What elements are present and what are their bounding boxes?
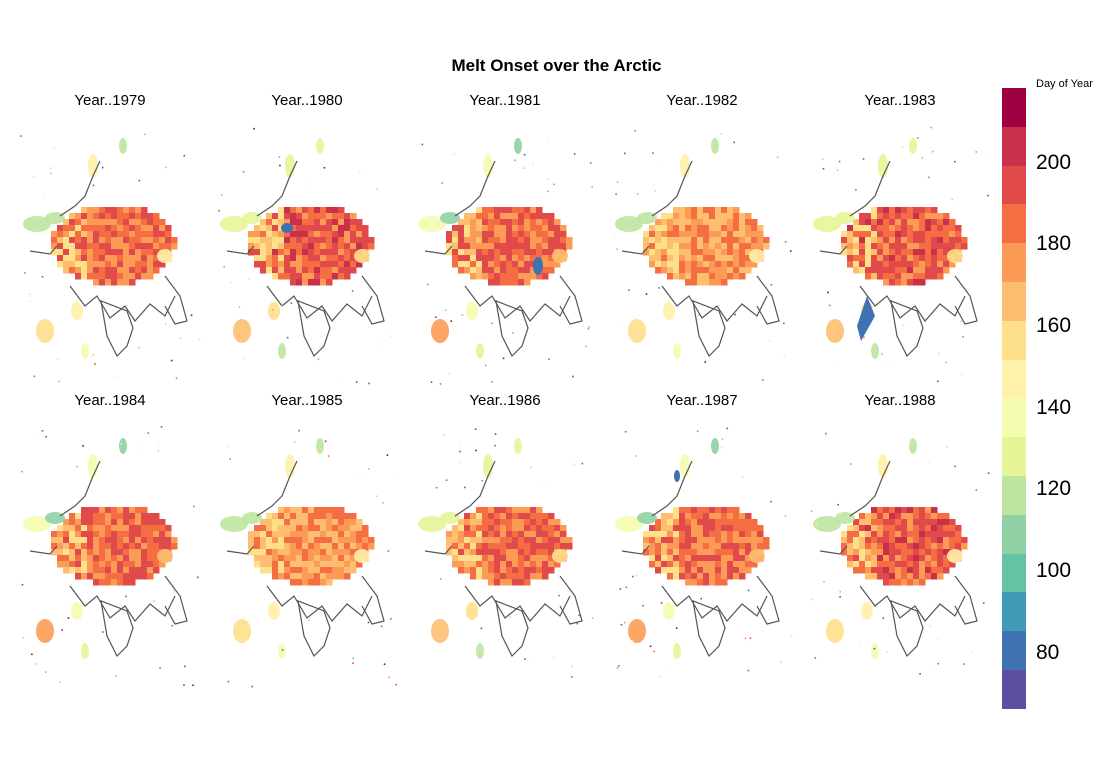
arctic-map: [613, 129, 792, 382]
arctic-map: [813, 126, 991, 383]
map-panel: Year..1980: [212, 92, 402, 392]
arctic-map: [20, 426, 199, 687]
arctic-map: [20, 133, 201, 383]
legend-tick-label: 200: [1036, 150, 1072, 174]
legend-swatch: [1002, 398, 1026, 438]
melt-onset-cells: [51, 507, 178, 586]
legend-swatch: [1002, 165, 1026, 205]
panel-label: Year..1982: [666, 92, 738, 109]
map-panel: Year..1985: [212, 392, 402, 692]
legend-swatch: [1002, 631, 1026, 670]
legend-swatch: [1002, 243, 1026, 282]
coastline: [819, 460, 978, 658]
melt-onset-cells: [51, 207, 178, 286]
panel-label: Year..1988: [864, 392, 936, 409]
map-panel: Year..1984: [15, 392, 205, 692]
legend-swatch: [1002, 669, 1026, 709]
legend-tick-label: 80: [1036, 640, 1060, 664]
panel-label: Year..1980: [271, 92, 343, 109]
map-panel: Year..1981: [410, 92, 600, 392]
map-panel: Year..1986: [410, 392, 600, 692]
legend-swatch: [1002, 281, 1026, 321]
legend-tick-label: 160: [1036, 313, 1072, 337]
legend-swatch: [1002, 553, 1026, 593]
legend-swatch: [1002, 514, 1026, 554]
legend-tick-label: 100: [1036, 558, 1072, 582]
coastline: [226, 160, 385, 358]
legend-swatch: [1002, 359, 1026, 399]
arctic-map: [218, 127, 392, 385]
panel-label: Year..1981: [469, 92, 541, 109]
legend-title: Day of Year: [1036, 78, 1093, 90]
melt-onset-cells: [248, 207, 375, 286]
map-panel: Year..1979: [15, 92, 205, 392]
panel-label: Year..1986: [469, 392, 541, 409]
coastline: [29, 460, 188, 658]
map-panel: Year..1983: [805, 92, 995, 392]
coastline: [621, 460, 780, 658]
legend-swatch: [1002, 475, 1026, 515]
melt-onset-cells: [841, 207, 968, 286]
coastline: [424, 460, 583, 658]
map-panel: Year..1987: [607, 392, 797, 692]
color-legend: Day of Year 80 100 120 140 160 180 200: [1000, 76, 1113, 709]
legend-swatch: [1002, 88, 1026, 127]
melt-onset-cells: [248, 507, 375, 586]
melt-onset-cells: [643, 507, 770, 586]
coastline: [424, 160, 583, 358]
arctic-map: [418, 135, 593, 385]
legend-swatch: [1002, 204, 1026, 244]
map-panel: Year..1988: [805, 392, 995, 692]
panel-label: Year..1987: [666, 392, 738, 409]
panel-label: Year..1985: [271, 392, 343, 409]
melt-onset-cells: [446, 207, 573, 286]
legend-swatch: [1002, 437, 1026, 476]
melt-onset-cells: [643, 207, 770, 286]
legend-swatch: [1002, 592, 1026, 632]
melt-onset-cells: [841, 507, 968, 586]
legend-colorbar: [1002, 88, 1026, 709]
arctic-map: [220, 429, 398, 688]
panel-label: Year..1984: [74, 392, 146, 409]
arctic-map: [418, 428, 594, 678]
panel-label: Year..1979: [74, 92, 146, 109]
legend-tick-label: 120: [1036, 477, 1072, 501]
legend-swatch: [1002, 126, 1026, 166]
arctic-map: [615, 427, 793, 678]
panel-label: Year..1983: [864, 92, 936, 109]
map-panel: Year..1982: [607, 92, 797, 392]
arctic-map: [810, 432, 990, 675]
legend-tick-label: 140: [1036, 395, 1072, 419]
coastline: [819, 160, 978, 358]
figure-title: Melt Onset over the Arctic: [451, 56, 662, 75]
legend-tick-label: 180: [1036, 232, 1072, 256]
melt-onset-cells: [446, 507, 573, 586]
coastline: [621, 160, 780, 358]
legend-swatch: [1002, 320, 1026, 360]
coastline: [29, 160, 188, 358]
coastline: [226, 460, 385, 658]
